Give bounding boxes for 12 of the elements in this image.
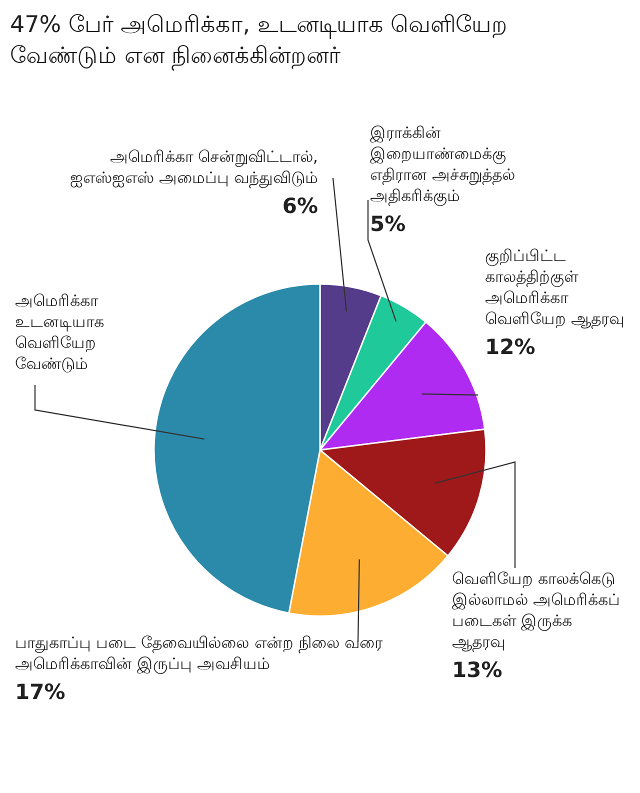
- chart-title: 47% பேர் அமெரிக்கா, உடனடியாக வெளியேற வேண்டும் என நினைக்கின்றனர்: [10, 11, 509, 72]
- data-label: 17%: [15, 680, 66, 704]
- data-label: 5%: [370, 212, 407, 236]
- data-label: 13%: [452, 658, 504, 682]
- slice-label: வெளியேற காலக்கெடு இல்லாமல் அமெரிக்கப் படைகள் இருக்க ஆதரவு: [452, 569, 620, 651]
- data-label: 6%: [281, 194, 318, 218]
- data-label: 12%: [485, 335, 536, 359]
- slice-label: பாதுகாப்பு படை தேவையில்லை என்ற நிலை வரை அமெரிக்காவின் இருப்பு அவசியம்: [15, 633, 382, 673]
- slice-label: அமெரிக்கா சென்றுவிட்டால், ஐஎஸ்ஐஎஸ் அமைப்பு வந்துவிடும்: [70, 147, 318, 187]
- slice-label: அமெரிக்கா உடனடியாக வெளியேற வேண்டும்: [15, 291, 104, 373]
- slice-label: குறிப்பிட்ட காலத்திற்குள் அமெரிக்கா வெளியேற ஆதரவு: [485, 246, 624, 328]
- slice-label: இராக்கின் இறையாண்மைக்கு எதிரான அச்சுறுத்தல் அதிகரிக்கும்: [370, 123, 516, 205]
